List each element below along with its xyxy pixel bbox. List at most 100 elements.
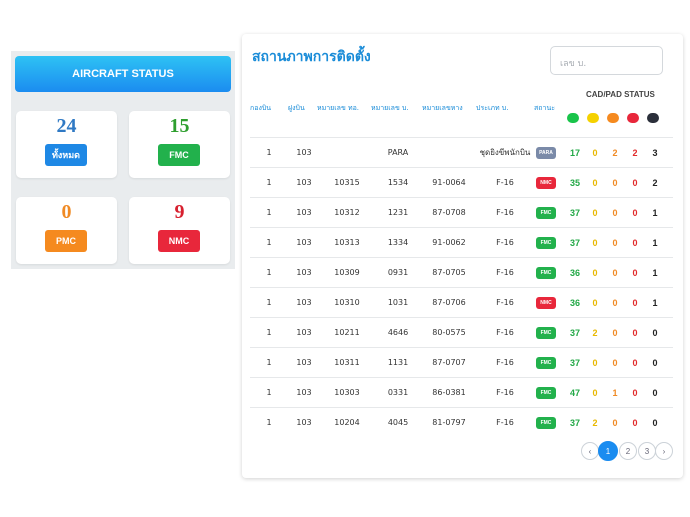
cell-tail-no: 80-0575 — [432, 328, 466, 337]
installation-status-card: สถานภาพการติดตั้ง เลข บ. CAD/PAD STATUS … — [242, 34, 683, 478]
cell-rtaf-no: 10310 — [334, 298, 360, 307]
count-yellow: 0 — [592, 178, 598, 188]
cell-type: F-16 — [496, 298, 514, 307]
count-yellow: 0 — [592, 298, 598, 308]
aircraft-status-title: AIRCRAFT STATUS — [15, 56, 231, 92]
cell-wing: 1 — [266, 208, 272, 217]
cell-ac-no: 1534 — [387, 178, 409, 187]
cell-ac-no: 4045 — [387, 418, 409, 427]
table-row[interactable]: 1 103 10313 1334 91-0062 F-16 FMC 37 0 0 0 1 — [250, 227, 673, 257]
pager-page-1[interactable]: 1 — [598, 441, 618, 461]
cell-tail-no: 87-0708 — [432, 208, 466, 217]
cell-wing: 1 — [266, 328, 272, 337]
fmc-badge: FMC — [158, 144, 200, 166]
status-badge: FMC — [536, 207, 556, 219]
count-red: 2 — [632, 148, 638, 158]
stat-card-nmc[interactable]: 9 NMC — [129, 197, 230, 264]
cell-tail-no: 87-0705 — [432, 268, 466, 277]
cell-ac-no: 0331 — [387, 388, 409, 397]
table-row[interactable]: 1 103 10211 4646 80-0575 F-16 FMC 37 2 0 0 0 — [250, 317, 673, 347]
cell-ac-no: 1031 — [387, 298, 409, 307]
table-row[interactable]: 1 103 PARA ชุดยิงขีพนักบิน PARA 17 0 2 2 3 — [250, 137, 673, 167]
cell-squadron: 103 — [296, 418, 312, 427]
cell-tail-no: 87-0707 — [432, 358, 466, 367]
col-header-type: ประเภท บ. — [476, 104, 509, 112]
cell-squadron: 103 — [296, 238, 312, 247]
page-title: สถานภาพการติดตั้ง — [252, 49, 371, 65]
cell-squadron: 103 — [296, 358, 312, 367]
col-header-squadron: ฝูงบิน — [288, 104, 305, 112]
pager-page-3[interactable]: 3 — [638, 442, 656, 460]
cell-rtaf-no: 10309 — [334, 268, 360, 277]
table-row[interactable]: 1 103 10312 1231 87-0708 F-16 FMC 37 0 0 0 1 — [250, 197, 673, 227]
cell-type: F-16 — [496, 268, 514, 277]
cell-squadron: 103 — [296, 388, 312, 397]
aircraft-status-panel: AIRCRAFT STATUS 24 ทั้งหมด 15 FMC 0 PMC … — [11, 51, 235, 269]
cell-rtaf-no: 10313 — [334, 238, 360, 247]
count-orange: 0 — [612, 238, 618, 248]
count-green: 37 — [569, 328, 580, 338]
stat-card-pmc[interactable]: 0 PMC — [16, 197, 117, 264]
cell-ac-no: PARA — [387, 148, 409, 157]
count-black: 0 — [652, 358, 658, 368]
cell-squadron: 103 — [296, 178, 312, 187]
col-header-wing: กองบิน — [250, 104, 272, 112]
cell-wing: 1 — [266, 358, 272, 367]
status-dot-orange — [607, 113, 619, 123]
status-badge: FMC — [536, 327, 556, 339]
count-black: 3 — [652, 148, 658, 158]
count-black: 1 — [652, 298, 658, 308]
table-row[interactable]: 1 103 10303 0331 86-0381 F-16 FMC 47 0 1 0 0 — [250, 377, 673, 407]
cell-type: F-16 — [496, 418, 514, 427]
status-dot-yellow — [587, 113, 599, 123]
table-row[interactable]: 1 103 10315 1534 91-0064 F-16 NMC 35 0 0 0 2 — [250, 167, 673, 197]
table-row[interactable]: 1 103 10310 1031 87-0706 F-16 NMC 36 0 0 0 1 — [250, 287, 673, 317]
cell-type: F-16 — [496, 238, 514, 247]
status-badge: PARA — [536, 147, 556, 159]
cell-ac-no: 0931 — [387, 268, 409, 277]
cell-type: F-16 — [496, 358, 514, 367]
cell-type: F-16 — [496, 388, 514, 397]
count-red: 0 — [632, 268, 638, 278]
count-red: 0 — [632, 178, 638, 188]
count-orange: 0 — [612, 208, 618, 218]
table-row[interactable]: 1 103 10204 4045 81-0797 F-16 FMC 37 2 0 0 0 — [250, 407, 673, 437]
cell-tail-no: 86-0381 — [432, 388, 466, 397]
count-green: 47 — [569, 388, 580, 398]
status-badge: FMC — [536, 267, 556, 279]
aircraft-search-input[interactable]: เลข บ. — [550, 46, 663, 75]
col-header-ac-no: หมายเลข บ. — [371, 104, 409, 112]
count-yellow: 0 — [592, 208, 598, 218]
count-red: 0 — [632, 418, 638, 428]
status-badge: FMC — [536, 357, 556, 369]
cell-tail-no: 81-0797 — [432, 418, 466, 427]
cell-tail-no: 87-0706 — [432, 298, 466, 307]
stat-card-fmc[interactable]: 15 FMC — [129, 111, 230, 178]
cell-tail-no — [422, 138, 476, 168]
cell-tail-no: 91-0064 — [432, 178, 466, 187]
count-red: 0 — [632, 328, 638, 338]
fmc-count: 15 — [169, 115, 190, 137]
total-count: 24 — [56, 115, 77, 137]
count-red: 0 — [632, 238, 638, 248]
count-black: 0 — [652, 418, 658, 428]
count-black: 0 — [652, 388, 658, 398]
cad-pad-status-title: CAD/PAD STATUS — [586, 90, 655, 99]
cell-squadron: 103 — [296, 148, 312, 157]
stat-card-total[interactable]: 24 ทั้งหมด — [16, 111, 117, 178]
table-row[interactable]: 1 103 10311 1131 87-0707 F-16 FMC 37 0 0 0 0 — [250, 347, 673, 377]
table-row[interactable]: 1 103 10309 0931 87-0705 F-16 FMC 36 0 0 0 1 — [250, 257, 673, 287]
pager-page-2[interactable]: 2 — [619, 442, 637, 460]
count-orange: 1 — [612, 388, 618, 398]
count-red: 0 — [632, 388, 638, 398]
count-green: 17 — [569, 148, 580, 158]
cell-ac-no: 1334 — [387, 238, 409, 247]
count-green: 36 — [569, 298, 580, 308]
status-badge: NMC — [536, 177, 556, 189]
pager-prev-button[interactable]: ‹ — [581, 442, 599, 460]
col-header-tail-no: หมายเลขหาง — [422, 104, 463, 112]
cell-wing: 1 — [266, 178, 272, 187]
status-dot-red — [627, 113, 639, 123]
pager-next-button[interactable]: › — [655, 442, 673, 460]
count-orange: 0 — [612, 418, 618, 428]
